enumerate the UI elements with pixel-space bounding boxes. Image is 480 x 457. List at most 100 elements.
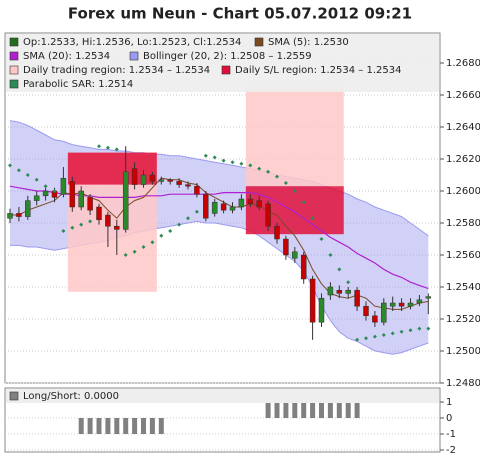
sar-dot [8,163,12,168]
candle-body [327,286,334,296]
sar-dot [301,200,306,205]
y-tick-label: 1.2640 [446,122,480,133]
y-tick-label: 1.2500 [446,346,480,357]
sar-dot [150,240,155,245]
candle-body [149,174,156,182]
sar-dot [186,216,190,221]
bar [292,402,298,418]
y-tick-label: 1 [446,397,452,408]
panel-title: Long/Short: 0.0000 [23,391,119,402]
candle-body [256,200,262,208]
candle-body [220,203,227,211]
candle-body [318,297,325,323]
bar [87,418,93,434]
bar [301,402,307,418]
candle-body [398,302,405,307]
sar-dot [426,326,431,331]
candle-body [194,185,200,195]
trading-region [245,87,344,187]
candle-body [114,225,120,230]
sar-dot [328,253,333,257]
sar-dot [399,329,404,334]
sar-dot [61,229,66,233]
sar-dot [408,328,413,333]
candle-body [265,203,271,227]
bar [336,402,342,418]
sar-dot [203,153,208,158]
candle-body [122,171,129,230]
candle-body [309,278,316,323]
candle-body [247,198,254,205]
y-tick-label: 1.2680 [446,58,480,69]
sar-dot [283,181,288,185]
bar [123,418,129,434]
legend-label: Parabolic SAR: 1.2514 [23,79,133,90]
bar [132,418,138,434]
candle-body [105,214,111,227]
sar-dot [88,219,93,224]
sar-dot [319,237,324,241]
legend-swatch [254,37,264,47]
candle-body [229,206,236,211]
sar-dot [364,336,368,341]
y-tick-label: -2 [446,445,456,456]
sar-dot [275,174,279,179]
legend-swatch [9,37,19,47]
bar [114,418,120,434]
sar-dot [372,334,377,339]
sar-dot [390,331,395,336]
y-tick-label: -1 [446,429,456,440]
y-tick-label: 1.2580 [446,218,480,229]
legend-swatch [9,51,19,61]
sar-dot [105,145,110,150]
candle-body [7,213,13,219]
legend-box [6,34,439,92]
candle-body [292,251,298,259]
legend-label: Daily S/L region: 1.2534 – 1.2534 [235,65,401,76]
sar-dot [212,155,217,160]
sar-dot [292,189,297,193]
sar-dot [337,267,342,272]
sar-dot [239,161,244,166]
legend-swatch [9,391,19,401]
bar [319,402,324,418]
legend-box [6,389,439,403]
legend-swatch [9,79,19,89]
bar [141,418,146,434]
sar-dot [417,326,422,331]
candle-body [354,289,360,307]
y-tick-label: 1.2620 [446,154,480,165]
candle-body [211,201,218,214]
sar-dot [177,222,182,227]
sar-dot [132,249,137,254]
y-tick-label: 1.2600 [446,186,480,197]
sl-region [245,186,344,235]
bar [158,418,164,434]
candle-body [372,315,378,323]
sar-dot [70,225,75,230]
bar [283,402,289,418]
sar-dot [221,158,226,163]
legend-label: Daily trading region: 1.2534 – 1.2534 [23,65,210,76]
candle-body [300,254,307,280]
sar-dot [248,163,253,168]
candle-body [274,225,280,240]
sar-dot [159,233,164,238]
sar-dot [97,144,101,149]
bar [78,418,84,434]
candle-body [283,238,289,256]
candle-body [389,302,396,307]
sar-dot [52,189,57,193]
sar-dot [381,333,386,337]
bar [310,402,316,418]
bar [354,402,360,418]
candle-body [416,299,423,304]
sar-dot [114,147,119,152]
bar [105,418,111,434]
sar-dot [310,216,315,221]
candle-body [407,302,414,307]
candle-body [87,197,93,211]
candle-body [42,190,49,197]
bollinger-upper [9,120,429,237]
